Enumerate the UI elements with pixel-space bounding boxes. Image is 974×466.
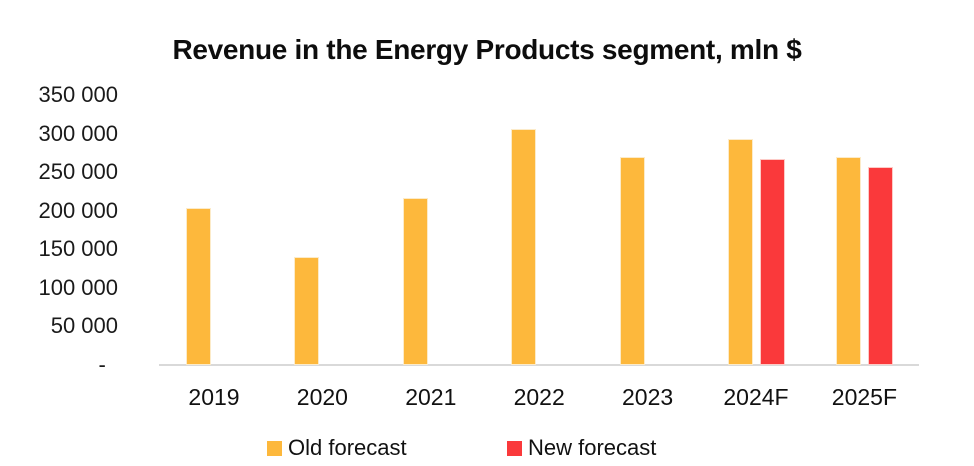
x-tick-label-2025f: 2025F [831, 384, 897, 410]
y-tick-label: 150 000 [38, 236, 118, 262]
y-tick-label: 200 000 [38, 197, 118, 223]
bar-old-forecast-2025f [836, 157, 862, 365]
bar-new-forecast-2024f [760, 159, 785, 365]
y-tick-label: - [98, 351, 118, 377]
bar-new-forecast-2025f [868, 166, 894, 365]
bar-old-forecast-2021 [402, 197, 428, 365]
x-tick-label-2024f: 2024F [723, 384, 789, 410]
legend-color-swatch-icon [507, 440, 522, 456]
bar-old-forecast-2024f [728, 138, 753, 365]
x-tick-label-2019: 2019 [188, 384, 240, 410]
bar-old-forecast-2019 [186, 208, 211, 365]
x-tick-label-2021: 2021 [405, 384, 457, 410]
bar-old-forecast-2023 [619, 157, 645, 365]
bar-old-forecast-2022 [511, 128, 537, 365]
legend-item-new-forecast: New forecast [507, 435, 657, 460]
legend-label: Old forecast [288, 435, 407, 460]
y-tick-label: 100 000 [38, 274, 118, 300]
bar-old-forecast-2020 [294, 257, 320, 365]
legend-item-old-forecast: Old forecast [267, 435, 407, 460]
x-tick-label-2022: 2022 [513, 384, 565, 410]
legend-color-swatch-icon [267, 440, 282, 456]
y-tick-label: 250 000 [38, 159, 118, 185]
x-axis-line [159, 364, 919, 366]
legend-label: New forecast [528, 435, 657, 460]
chart-title: Revenue in the Energy Products segment, … [172, 34, 802, 65]
x-tick-label-2023: 2023 [622, 384, 674, 410]
y-tick-label: 350 000 [38, 82, 118, 107]
x-tick-label-2020: 2020 [296, 384, 348, 410]
y-tick-label: 50 000 [50, 313, 118, 339]
y-tick-label: 300 000 [38, 120, 118, 146]
